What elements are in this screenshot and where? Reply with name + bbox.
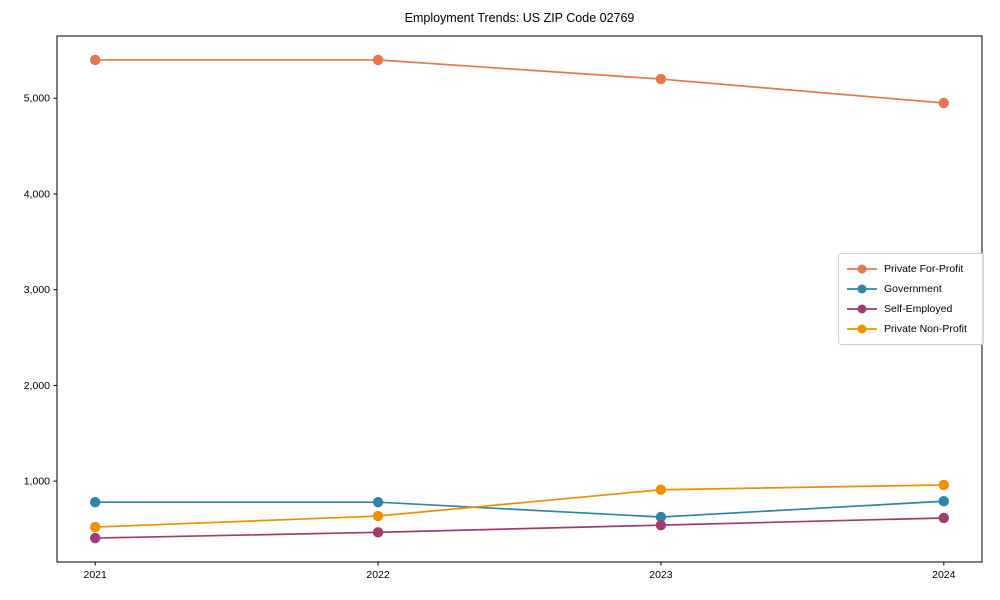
legend-marker-icon [847,264,877,274]
series-line [95,484,944,528]
legend-dot-sample [857,304,867,314]
chart-title: Employment Trends: US ZIP Code 02769 [404,11,635,25]
data-point [938,97,950,109]
x-tick-label: 2024 [932,569,956,581]
series-government [89,496,950,523]
data-point [655,73,667,85]
legend-marker-icon [847,324,877,334]
x-tick-label: 2022 [366,569,390,581]
x-axis: 2021 2022 2023 2024 [84,562,956,581]
y-axis: 1,000 2,000 3,000 4,000 5,000 [24,93,57,488]
series-self-employed [89,512,950,544]
legend-item-private-for-profit: Private For-Profit [847,259,975,279]
data-point [938,496,950,507]
legend-label: Government [884,283,942,295]
y-tick-label: 2,000 [24,380,50,392]
legend-item-private-non-profit: Private Non-Profit [847,319,975,339]
series-private-non-profit [89,479,950,533]
data-point [372,527,384,538]
data-point [89,54,101,66]
series-line [95,500,944,518]
legend-label: Self-Employed [884,303,953,315]
data-point [372,510,384,522]
series-lines [89,54,950,544]
y-tick-label: 4,000 [24,188,50,200]
y-tick-label: 3,000 [24,284,50,296]
data-point [372,496,384,508]
data-point [372,54,384,66]
data-point [655,484,667,495]
data-point [655,519,667,531]
legend-label: Private For-Profit [884,263,964,275]
legend-dot-sample [857,284,867,294]
series-line [95,517,944,539]
data-point [89,532,101,544]
legend: Private For-Profit Government Self-Employe… [838,253,984,345]
y-tick-label: 5,000 [24,93,50,105]
data-point [655,511,667,523]
legend-dot-sample [857,264,867,274]
data-point [938,479,950,491]
series-private-for-profit [89,54,950,109]
series-line [95,59,944,104]
legend-label: Private Non-Profit [884,323,967,335]
data-point [938,512,950,524]
data-point [89,521,101,533]
legend-item-self-employed: Self-Employed [847,299,975,319]
x-tick-label: 2021 [84,569,108,581]
x-tick-label: 2023 [649,569,673,581]
legend-marker-icon [847,284,877,294]
data-point [89,496,101,508]
legend-dot-sample [857,324,867,334]
y-tick-label: 1,000 [24,476,50,488]
legend-marker-icon [847,304,877,314]
legend-item-government: Government [847,279,975,299]
